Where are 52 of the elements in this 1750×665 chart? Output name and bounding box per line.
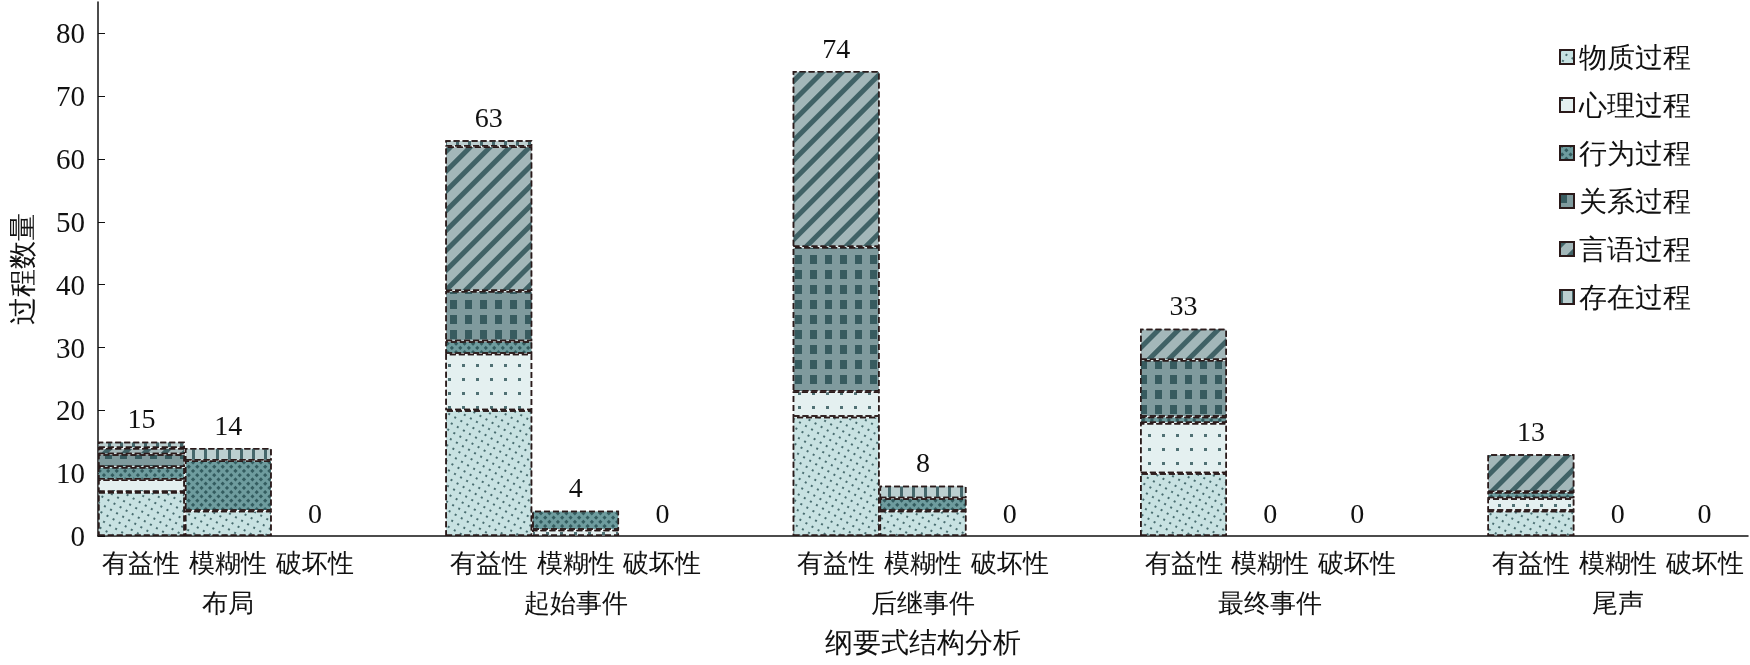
text: 尾声 [1591, 588, 1644, 618]
x-tick-label: 有益性 [102, 548, 181, 578]
x-tick-label: 有益性 [797, 548, 876, 578]
total-label: 0 [308, 497, 323, 529]
x-tick-label: 模糊性 [1578, 548, 1657, 578]
y-tick-label: 30 [56, 331, 85, 364]
x-tick-label: 有益性 [1491, 548, 1570, 578]
total-label: 13 [1516, 415, 1545, 447]
y-axis-title: 过程数量 [6, 213, 38, 325]
x-tick-label: 模糊性 [536, 548, 615, 578]
total-label: 4 [568, 472, 583, 504]
total-label: 0 [1002, 497, 1017, 529]
x-tick-label: 有益性 [1144, 548, 1223, 578]
total-label: 0 [655, 497, 670, 529]
legend-label: 心理过程 [1578, 89, 1691, 121]
x-tick-label: 模糊性 [189, 548, 268, 578]
legend-label: 行为过程 [1579, 137, 1691, 169]
total-label: 0 [1350, 497, 1365, 529]
x-tick-label: 模糊性 [1231, 548, 1310, 578]
y-tick-label: 60 [56, 143, 85, 176]
legend-label: 物质过程 [1579, 41, 1691, 73]
text: 最终事件 [1218, 588, 1323, 618]
legend-label: 关系过程 [1579, 185, 1691, 217]
y-tick-label: 70 [56, 80, 85, 113]
y-tick-label: 20 [56, 394, 85, 427]
total-label: 14 [214, 409, 243, 441]
total-label: 15 [127, 403, 156, 435]
text: 布局 [202, 588, 255, 618]
y-tick-label: 10 [56, 457, 85, 490]
x-tick-label: 破坏性 [969, 548, 1049, 578]
total-label: 33 [1169, 290, 1198, 322]
x-tick-label: 模糊性 [884, 548, 962, 578]
total-label: 8 [916, 447, 930, 479]
x-tick-label: 破坏性 [1317, 548, 1397, 578]
text: 后继事件 [871, 588, 975, 618]
total-label: 0 [1263, 497, 1278, 529]
text: 起始事件 [523, 588, 628, 618]
x-tick-label: 有益性 [449, 548, 528, 578]
legend-label: 存在过程 [1579, 281, 1691, 313]
total-label: 0 [1697, 497, 1712, 529]
x-tick-label: 破坏性 [622, 548, 702, 578]
x-tick-label: 破坏性 [275, 548, 355, 578]
y-tick-label: 50 [56, 205, 85, 238]
x-axis-title: 纲要式结构分析 [825, 626, 1021, 658]
x-tick-label: 破坏性 [1664, 548, 1744, 578]
legend-label: 言语过程 [1579, 233, 1691, 265]
y-tick-label: 40 [56, 268, 85, 301]
y-tick-label: 0 [70, 520, 85, 552]
total-label: 63 [474, 101, 503, 133]
total-label: 74 [822, 32, 851, 64]
total-label: 0 [1610, 497, 1625, 529]
y-tick-label: 80 [56, 17, 85, 50]
